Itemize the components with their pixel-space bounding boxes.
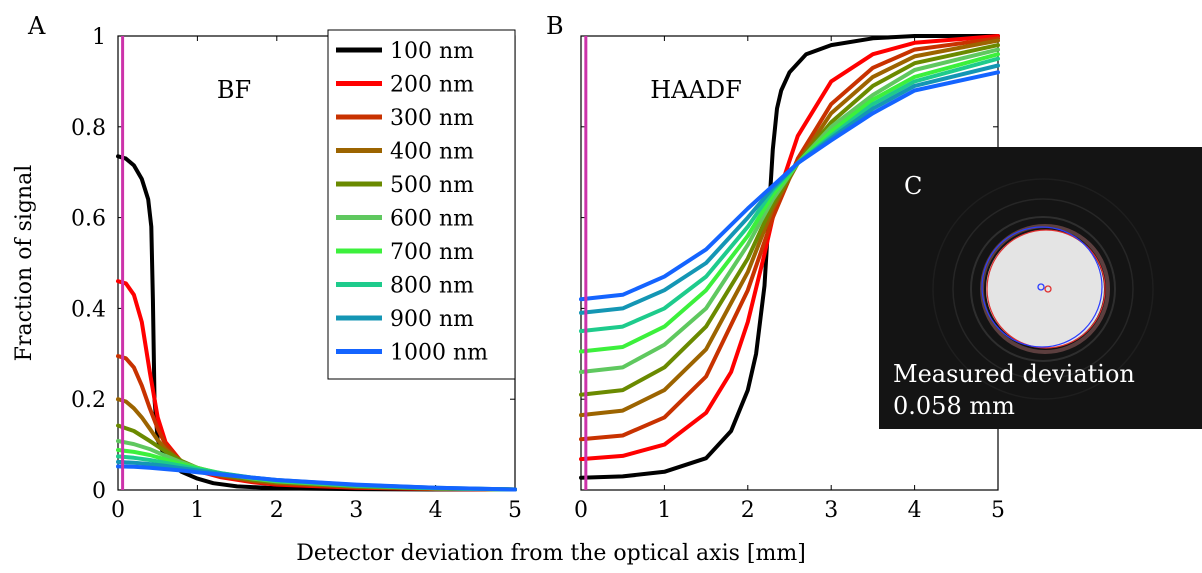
series-line-500-nm (579, 43, 1000, 397)
legend-entry: 200 nm (390, 73, 474, 98)
y-tick-label: 0.4 (71, 297, 106, 322)
y-tick-label: 0 (92, 479, 106, 504)
panel-a: 0 1 2 3 4 5 0 0.2 0.4 0.6 0.8 1 A BF 100 nm 200 nm 30… (27, 12, 522, 523)
series-line-600-nm (579, 47, 1000, 374)
legend-entry: 700 nm (390, 240, 474, 265)
series-line-500-nm (116, 423, 517, 492)
panel-a-series (116, 36, 517, 492)
series-line-700-nm (579, 52, 1000, 354)
series-line-1000-nm (579, 70, 1000, 302)
inset-ring-mid (952, 198, 1134, 380)
legend-entry: 900 nm (390, 307, 474, 332)
x-tick-label: 1 (190, 498, 204, 523)
inset-blue-fit-circle (981, 226, 1103, 348)
panel-b-ticks: 0 1 2 3 4 5 (574, 35, 1005, 523)
x-tick-label: 3 (824, 498, 838, 523)
x-tick-label: 2 (270, 498, 284, 523)
x-tick-label: 0 (574, 498, 588, 523)
legend-entry: 500 nm (390, 173, 474, 198)
legend-entry: 400 nm (390, 140, 474, 165)
inset-red-center (1044, 285, 1052, 293)
x-tick-label: 3 (349, 498, 363, 523)
inset-label: C (904, 172, 922, 200)
panel-b-title: HAADF (650, 76, 742, 104)
inset-ring-inner (970, 216, 1116, 362)
panel-b-series (579, 34, 1000, 490)
inset-ring-outer (932, 178, 1154, 400)
series-line-400-nm (116, 397, 517, 492)
inset-text-line1: Measured deviation (893, 360, 1135, 388)
panel-a-title: BF (217, 76, 251, 104)
legend-entry: 1000 nm (390, 341, 488, 366)
series-line-300-nm (579, 36, 1000, 442)
x-axis-label: Detector deviation from the optical axis… (296, 541, 806, 566)
inset-blue-center (1037, 283, 1045, 291)
x-tick-label: 0 (111, 498, 125, 523)
panel-b: 0 1 2 3 4 5 B HAADF (546, 12, 1005, 523)
y-tick-label: 1 (92, 25, 106, 50)
panel-a-ticks: 0 1 2 3 4 5 0 0.2 0.4 0.6 0.8 1 (71, 25, 522, 523)
x-tick-label: 4 (429, 498, 443, 523)
inset-text-line2: 0.058 mm (893, 392, 1015, 420)
y-tick-label: 0.6 (71, 207, 106, 232)
legend-entry: 300 nm (390, 106, 474, 131)
series-line-100-nm (579, 34, 1000, 480)
legend-entry: 800 nm (390, 274, 474, 299)
legend-entry: 100 nm (390, 39, 474, 64)
panel-a-label: A (27, 12, 46, 40)
x-tick-label: 1 (657, 498, 671, 523)
legend-box (327, 29, 516, 380)
inset-red-fit-circle (986, 229, 1106, 349)
x-tick-label: 5 (991, 498, 1005, 523)
y-tick-label: 0.8 (71, 116, 106, 141)
x-tick-label: 4 (908, 498, 922, 523)
inset-c-image: C Measured deviation 0.058 mm (879, 147, 1202, 429)
y-tick-label: 0.2 (71, 388, 106, 413)
series-line-1000-nm (116, 464, 517, 492)
y-axis-label: Fraction of signal (12, 165, 37, 362)
x-tick-label: 2 (741, 498, 755, 523)
legend-entry: 600 nm (390, 207, 474, 232)
legend: 100 nm 200 nm 300 nm 400 nm 500 nm 600 nm 700 … (327, 29, 516, 380)
x-tick-label: 5 (508, 498, 522, 523)
panel-b-label: B (546, 12, 564, 40)
